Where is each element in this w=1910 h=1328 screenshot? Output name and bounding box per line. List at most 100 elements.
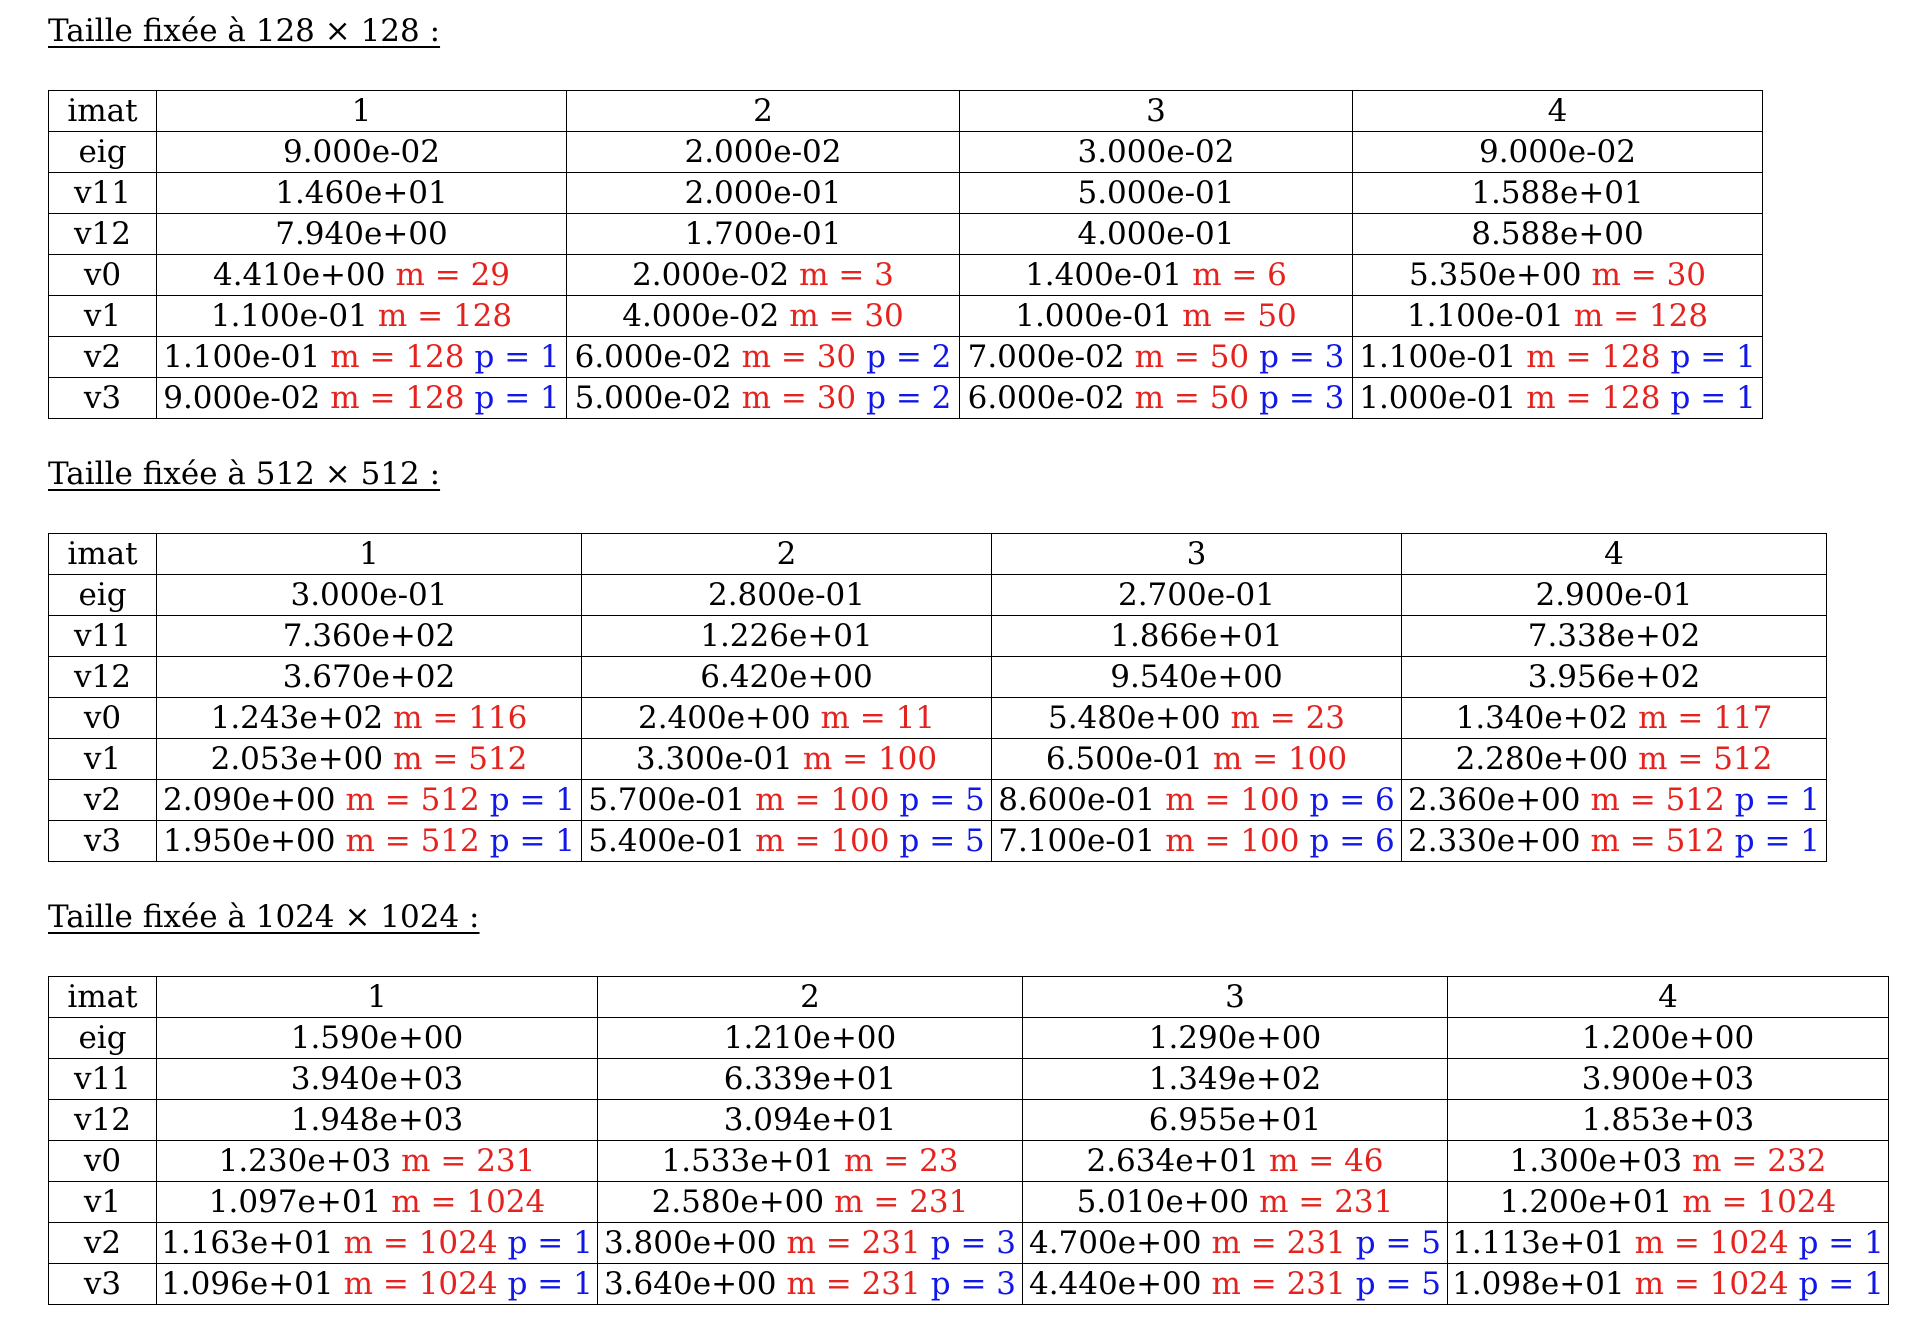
row-label: v11 (48, 172, 157, 214)
cell-value: 4.000e-02 (622, 298, 780, 334)
m-parameter: m = 128 (330, 339, 465, 375)
table-cell: 4.000e-02 m = 30 (566, 295, 960, 337)
section-caption: Taille fixée à 1024 × 1024 : (48, 899, 480, 935)
table-row: v12 7.940e+00 1.700e-01 4.000e-01 8.588e+00 (48, 213, 1763, 255)
m-parameter: m = 231 (401, 1143, 536, 1179)
cell-value: 2.400e+00 (637, 700, 811, 736)
p-parameter: p = 1 (474, 380, 560, 416)
table-section: Taille fixée à 1024 × 1024 : imat 1 2 3 4 eig 1… (48, 898, 1889, 1305)
p-parameter: p = 2 (866, 339, 952, 375)
column-header: 1 (156, 976, 598, 1018)
table-cell: 1.100e-01 m = 128 (1352, 295, 1763, 337)
cell-value: 9.000e-02 (163, 380, 321, 416)
cell-value: 3.800e+00 (603, 1225, 777, 1261)
m-value: 512 (420, 823, 480, 859)
table-cell: 6.000e-02 m = 30 p = 2 (566, 336, 960, 378)
row-label: v2 (48, 1222, 157, 1264)
table-row: v11 1.460e+01 2.000e-01 5.000e-01 1.588e+01 (48, 172, 1763, 214)
p-value: 3 (1324, 380, 1345, 416)
p-parameter: p = 1 (1734, 782, 1821, 818)
m-parameter: m = 50 (1134, 339, 1250, 375)
cell-value: 1.533e+01 (661, 1143, 834, 1179)
cell-value: 2.000e-02 (632, 257, 790, 293)
cell-value: 6.000e-02 (967, 380, 1125, 416)
row-label: v12 (48, 213, 157, 255)
p-value: 1 (1800, 823, 1821, 859)
table-cell: 9.000e-02 (1352, 131, 1763, 173)
table-cell: 1.290e+00 (1022, 1017, 1448, 1059)
p-value: 1 (555, 823, 576, 859)
row-label: v2 (48, 779, 157, 821)
table-cell: 7.338e+02 (1401, 615, 1827, 657)
cell-value: 3.900e+03 (1581, 1061, 1755, 1097)
table-cell: 3.670e+02 (156, 656, 582, 698)
row-label: v1 (48, 1181, 157, 1223)
row-label: eig (48, 1017, 157, 1059)
cell-value: 4.700e+00 (1028, 1225, 1202, 1261)
cell-value: 1.948e+03 (290, 1102, 464, 1138)
m-value: 3 (874, 257, 894, 293)
cell-value: 2.330e+00 (1407, 823, 1581, 859)
table-row: v2 2.090e+00 m = 512 p = 1 5.700e-01 m = 100 p… (48, 779, 1827, 821)
cell-value: 6.339e+01 (723, 1061, 897, 1097)
table-cell: 5.000e-01 (959, 172, 1353, 214)
p-value: 2 (931, 339, 952, 375)
table-row: eig 3.000e-01 2.800e-01 2.700e-01 2.900e-01 (48, 574, 1827, 616)
row-label: v11 (48, 615, 157, 657)
table-cell: 9.540e+00 (991, 656, 1402, 698)
cell-value: 1.100e-01 (1359, 339, 1517, 375)
p-value: 5 (965, 782, 985, 818)
table-cell: 4.000e-01 (959, 213, 1353, 255)
p-value: 6 (1375, 823, 1395, 859)
cell-value: 2.900e-01 (1535, 577, 1693, 613)
table-row: v12 1.948e+03 3.094e+01 6.955e+01 1.853e+03 (48, 1099, 1889, 1141)
table-cell: 1.853e+03 (1447, 1099, 1889, 1141)
p-parameter: p = 2 (866, 380, 952, 416)
cell-value: 6.420e+00 (700, 659, 873, 695)
p-value: 3 (996, 1266, 1017, 1302)
m-parameter: m = 1024 (343, 1225, 498, 1261)
cell-value: 1.300e+03 (1509, 1143, 1683, 1179)
table-cell: 6.339e+01 (597, 1058, 1023, 1100)
p-parameter: p = 5 (1355, 1266, 1442, 1302)
table-cell: 2.280e+00 m = 512 (1401, 738, 1827, 780)
cell-value: 3.094e+01 (723, 1102, 897, 1138)
m-parameter: m = 128 (330, 380, 465, 416)
cell-value: 5.400e-01 (588, 823, 746, 859)
row-label: imat (48, 976, 157, 1018)
section-caption: Taille fixée à 128 × 128 : (48, 13, 441, 49)
cell-value: 1.700e-01 (684, 216, 842, 252)
cell-value: 3.670e+02 (282, 659, 456, 695)
p-value: 1 (540, 339, 560, 375)
cell-value: 1.588e+01 (1471, 175, 1644, 211)
m-parameter: m = 231 (786, 1266, 921, 1302)
column-header: 2 (581, 533, 992, 575)
cell-value: 1.340e+02 (1455, 700, 1629, 736)
m-parameter: m = 232 (1692, 1143, 1827, 1179)
cell-value: 4.000e-01 (1077, 216, 1235, 252)
cell-value: 1.866e+01 (1110, 618, 1283, 654)
m-value: 231 (1286, 1266, 1346, 1302)
p-value: 3 (1324, 339, 1345, 375)
row-label: v1 (48, 295, 157, 337)
cell-value: 8.600e-01 (998, 782, 1156, 818)
cell-value: 6.500e-01 (1045, 741, 1203, 777)
m-value: 100 (1287, 741, 1348, 777)
m-value: 30 (864, 298, 904, 334)
p-parameter: p = 3 (930, 1225, 1017, 1261)
m-value: 128 (1601, 380, 1661, 416)
cell-value: 2.634e+01 (1086, 1143, 1259, 1179)
cell-value: 9.000e-02 (1478, 134, 1636, 170)
m-value: 100 (830, 823, 890, 859)
m-value: 231 (861, 1225, 921, 1261)
m-value: 1024 (418, 1266, 498, 1302)
cell-value: 3.000e-01 (290, 577, 448, 613)
row-label: eig (48, 131, 157, 173)
m-parameter: m = 1024 (1682, 1184, 1837, 1220)
row-label: v3 (48, 377, 157, 419)
table-cell: 1.000e-01 m = 50 (959, 295, 1353, 337)
m-parameter: m = 231 (834, 1184, 969, 1220)
table-row: eig 9.000e-02 2.000e-02 3.000e-02 9.000e-02 (48, 131, 1763, 173)
table-cell: 1.210e+00 (597, 1017, 1023, 1059)
table-cell: 1.000e-01 m = 128 p = 1 (1352, 377, 1763, 419)
